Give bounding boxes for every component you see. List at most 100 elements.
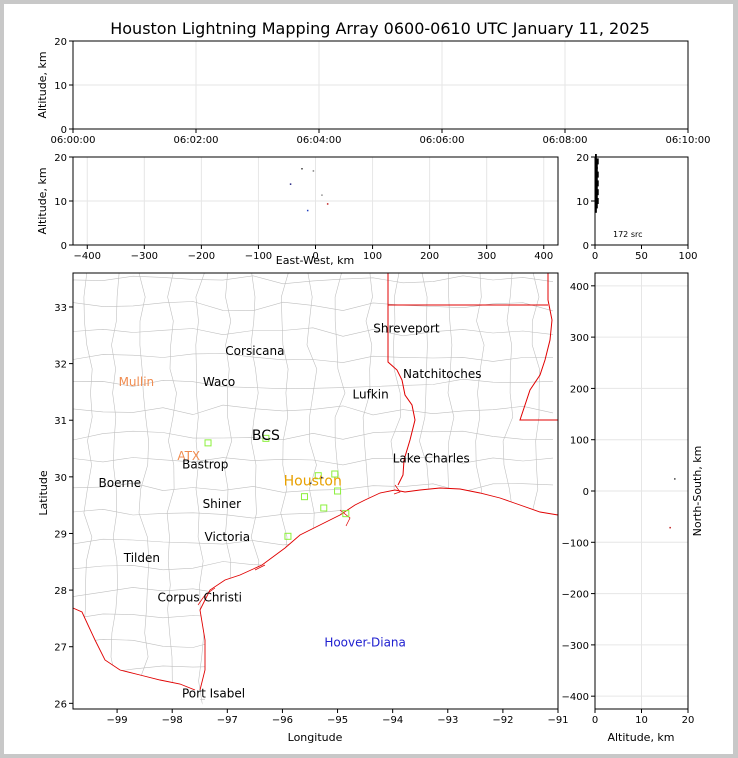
east-west-point (301, 168, 303, 170)
county-line-horizontal (73, 456, 554, 466)
altitude-histogram-ticks: 0 50 100 0 10 20 (576, 153, 697, 262)
plan-view-point (321, 476, 323, 479)
city-label: Shiner (203, 497, 242, 511)
north-south-alt-tick-label: 0 (592, 715, 598, 726)
county-line-vertical (138, 273, 150, 706)
east-west-tick-label: 100 (363, 251, 382, 262)
histogram-alt-tick-label: 0 (583, 241, 589, 252)
east-west-points (289, 168, 329, 212)
county-line-horizontal (73, 430, 554, 441)
histogram-bar (595, 162, 598, 169)
station-marker (342, 510, 350, 518)
city-label: Boerne (99, 476, 142, 490)
latitude-tick-label: 31 (54, 416, 67, 427)
north-south-alt-tick-label: 20 (682, 715, 695, 726)
altitude-histogram-bars (595, 154, 599, 213)
east-west-tick-label: −200 (188, 251, 215, 262)
county-line-horizontal (73, 378, 554, 390)
north-south-ylabel: North-South, km (691, 446, 704, 537)
city-label: Corsicana (225, 344, 284, 358)
latitude-tick-label: 27 (54, 643, 67, 654)
altitude-north-south-panel: −400 −300 −200 −100 0 100 200 300 400 0 10 20 Altit… (562, 272, 704, 744)
east-west-tick-label: −100 (245, 251, 272, 262)
time-tick-label: 06:02:00 (174, 135, 219, 146)
latitude-tick-label: 32 (54, 360, 67, 371)
north-south-tick-label: −300 (562, 641, 589, 652)
east-west-tick-label: 0 (312, 251, 318, 262)
county-line-horizontal (73, 275, 554, 285)
histogram-alt-tick-label: 20 (576, 153, 589, 164)
longitude-tick-label: −91 (547, 715, 568, 726)
histogram-tick-label: 100 (678, 251, 697, 262)
altitude-histogram-panel: 0 50 100 0 10 20 172 src (576, 153, 697, 262)
time-tick-label: 06:10:00 (666, 135, 711, 146)
altitude-tick-label: 10 (54, 81, 67, 92)
latitude-tick-label: 26 (54, 699, 67, 710)
east-west-tick-label: 200 (420, 251, 439, 262)
east-west-ylabel: Altitude, km (36, 167, 49, 234)
time-tick-label: 06:04:00 (297, 135, 342, 146)
lma-stations (204, 434, 350, 540)
longitude-tick-label: −97 (217, 715, 238, 726)
east-west-point (326, 203, 329, 205)
north-south-tick-label: 400 (570, 282, 589, 293)
city-label: Lufkin (353, 388, 389, 402)
city-label: Victoria (205, 530, 251, 544)
north-south-tick-label: −400 (562, 692, 589, 703)
altitude-tick-label: 20 (54, 37, 67, 48)
state-boundary-la-ms (519, 273, 558, 421)
county-line-vertical (166, 273, 177, 705)
longitude-tick-label: −98 (162, 715, 183, 726)
histogram-bar (595, 193, 598, 200)
east-west-grid (73, 156, 558, 246)
city-label: Natchitoches (403, 367, 481, 381)
longitude-tick-label: −99 (107, 715, 128, 726)
city-label: BCS (252, 428, 280, 444)
longitude-tick-label: −94 (382, 715, 403, 726)
north-south-points (669, 478, 676, 529)
county-boundaries (73, 273, 558, 709)
gulf-water (200, 488, 558, 709)
east-west-alt-tick-label: 20 (54, 153, 67, 164)
lightning-figure: Houston Lightning Mapping Array 0600-061… (36, 19, 711, 744)
histogram-bar (595, 184, 598, 191)
city-label: Hoover-Diana (324, 636, 406, 650)
station-marker (334, 487, 342, 495)
latitude-tick-label: 28 (54, 586, 67, 597)
east-west-tick-label: 400 (534, 251, 553, 262)
histogram-bar (595, 198, 599, 204)
east-west-tick-label: −400 (74, 251, 101, 262)
north-south-tick-label: 200 (570, 384, 589, 395)
longitude-tick-label: −92 (492, 715, 513, 726)
county-line-horizontal (73, 404, 554, 416)
plan-view-frame (72, 272, 559, 710)
station-marker (314, 472, 322, 480)
time-altitude-grid (72, 40, 689, 130)
east-west-tick-label: 300 (477, 251, 496, 262)
coastal-details (197, 484, 401, 606)
county-line-horizontal (73, 482, 554, 493)
city-label: Shreveport (373, 321, 440, 335)
histogram-bar (595, 158, 599, 165)
north-south-tick-label: −100 (562, 538, 589, 549)
latitude-tick-label: 33 (54, 303, 67, 314)
station-marker (331, 470, 339, 478)
north-south-tick-label: −200 (562, 590, 589, 601)
time-altitude-ylabel: Altitude, km (36, 51, 49, 118)
east-west-alt-tick-label: 0 (61, 241, 67, 252)
plan-view-points (309, 476, 323, 485)
state-boundary-tx-la (387, 273, 416, 486)
north-south-xlabel: Altitude, km (607, 731, 674, 744)
histogram-alt-tick-label: 10 (576, 197, 589, 208)
north-south-tick-label: 0 (583, 487, 589, 498)
time-altitude-ticks: 06:00:00 06:02:00 06:04:00 06:06:00 06:08:00… (51, 37, 711, 146)
histogram-bar (595, 167, 598, 174)
plan-view-xlabel: Longitude (288, 731, 343, 744)
histogram-bar (595, 176, 598, 182)
east-west-point (312, 170, 315, 172)
latitude-tick-label: 30 (54, 473, 67, 484)
histogram-tick-label: 0 (592, 251, 598, 262)
city-label: Corpus Christi (158, 590, 243, 604)
time-tick-label: 06:00:00 (51, 135, 96, 146)
